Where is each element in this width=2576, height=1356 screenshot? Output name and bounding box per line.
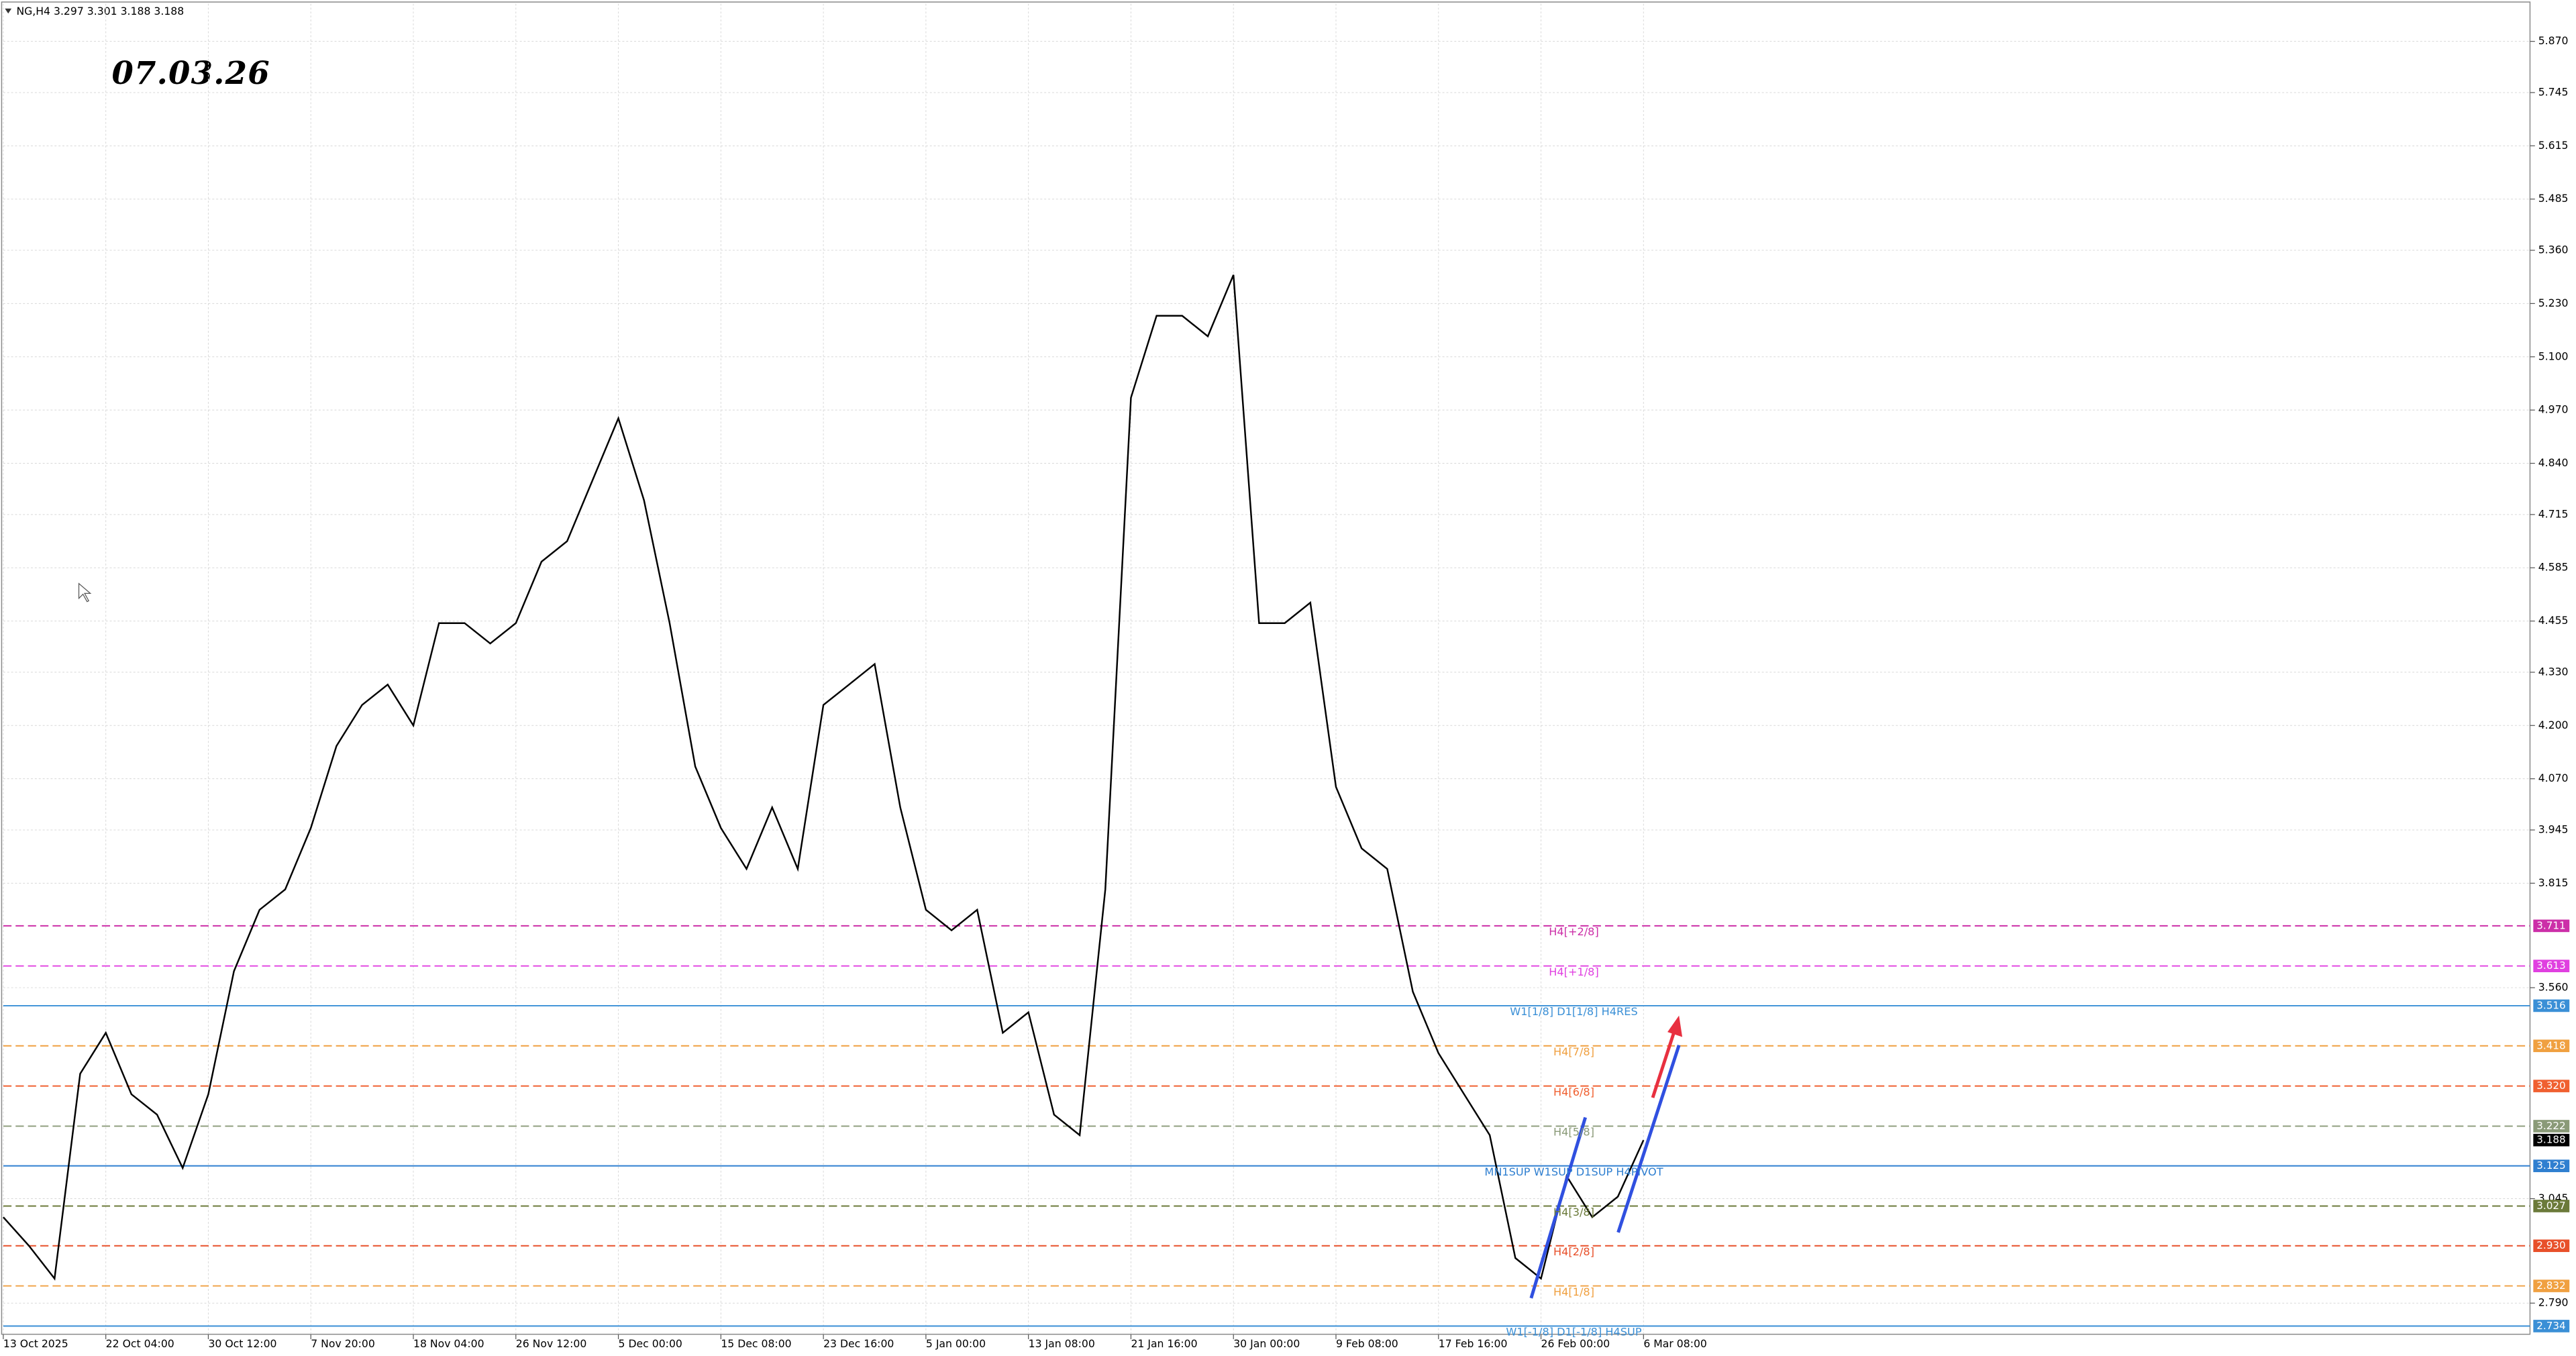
price-tag [2533, 999, 2570, 1012]
level-label: H4[2/8] [1553, 1245, 1594, 1258]
x-tick-label: 7 Nov 20:00 [311, 1337, 375, 1350]
trend-drawings [1529, 1015, 1683, 1299]
trend-arrow [1651, 1031, 1676, 1098]
last-price-label: 3.188 [2536, 1134, 2565, 1146]
level-label: H4[3/8] [1553, 1206, 1594, 1218]
x-tick-label: 23 Dec 16:00 [823, 1337, 894, 1350]
price-tag [2533, 1200, 2570, 1212]
price-tag-label: 3.125 [2536, 1159, 2565, 1171]
chart-title: NG,H4 3.297 3.301 3.188 3.188 [16, 5, 184, 17]
y-tick-label: 4.840 [2538, 456, 2569, 469]
x-tick-label: 26 Nov 12:00 [516, 1337, 587, 1350]
x-tick-label: 6 Mar 08:00 [1643, 1337, 1707, 1350]
y-tick-label: 5.485 [2538, 192, 2569, 205]
y-tick-label: 4.970 [2538, 403, 2569, 416]
price-tag-label: 2.832 [2536, 1280, 2565, 1292]
y-tick-label: 2.790 [2538, 1296, 2569, 1309]
price-tag-label: 3.711 [2536, 919, 2565, 931]
price-tag-label: 3.613 [2536, 959, 2565, 972]
annotation: 07.03.26 [111, 54, 270, 91]
price-tag [2533, 1159, 2570, 1172]
price-tag-label: 3.418 [2536, 1039, 2565, 1051]
price-tag [2533, 1080, 2570, 1092]
price-tag [2533, 919, 2570, 933]
mouse-cursor [78, 582, 92, 603]
price-tag-label: 2.734 [2536, 1320, 2565, 1332]
price-line [2, 274, 1645, 1281]
x-tick-label: 13 Oct 2025 [3, 1337, 68, 1350]
y-tick-label: 5.745 [2538, 85, 2569, 98]
price-tag [2533, 959, 2570, 973]
trend-line [1616, 1044, 1681, 1233]
y-tick-label: 5.360 [2538, 244, 2569, 256]
x-tick-label: 15 Dec 08:00 [721, 1337, 791, 1350]
level-label: H4[+2/8] [1549, 925, 1599, 938]
level-label: H4[1/8] [1553, 1286, 1594, 1298]
x-tick-label: 30 Oct 12:00 [208, 1337, 276, 1350]
y-tick-label: 4.330 [2538, 665, 2569, 678]
y-tick-label: 4.200 [2538, 719, 2569, 731]
menu-arrow[interactable] [5, 8, 12, 14]
price-tag [2533, 1039, 2570, 1053]
level-label: MN1SUP W1SUP D1SUP H4PIVOT [1484, 1165, 1663, 1178]
level-label: W1[-1/8] D1[-1/8] H4SUP [1506, 1326, 1641, 1339]
last-price-tag [2533, 1133, 2570, 1147]
price-tag [2533, 1239, 2570, 1253]
level-label: H4[5/8] [1553, 1126, 1594, 1139]
arrow-head [1667, 1015, 1683, 1037]
price-tag [2533, 1320, 2570, 1333]
y-tick-label: 5.100 [2538, 350, 2569, 362]
y-tick-label: 5.870 [2538, 34, 2569, 47]
y-tick-label: 3.560 [2538, 981, 2569, 994]
trend-line [1529, 1116, 1587, 1299]
x-tick-label: 5 Dec 00:00 [619, 1337, 682, 1350]
price-tag [2533, 1120, 2570, 1133]
y-tick-label: 3.815 [2538, 876, 2569, 889]
x-tick-label: 22 Oct 04:00 [106, 1337, 174, 1350]
y-tick-label: 4.585 [2538, 561, 2569, 574]
x-tick-label: 5 Jan 00:00 [926, 1337, 986, 1350]
x-tick-label: 17 Feb 16:00 [1439, 1337, 1508, 1350]
price-tag [2533, 1280, 2570, 1292]
y-tick-label: 4.455 [2538, 614, 2569, 627]
price-tag-label: 3.516 [2536, 999, 2565, 1011]
x-tick-label: 13 Jan 08:00 [1029, 1337, 1095, 1350]
level-label: H4[7/8] [1553, 1045, 1594, 1058]
level-label: W1[1/8] D1[1/8] H4RES [1510, 1005, 1637, 1018]
y-tick-label: 4.070 [2538, 772, 2569, 784]
x-tick-label: 9 Feb 08:00 [1336, 1337, 1398, 1350]
level-label: H4[+1/8] [1549, 966, 1599, 978]
y-tick-label: 4.715 [2538, 507, 2569, 520]
price-tag-label: 2.930 [2536, 1239, 2565, 1251]
y-tick-label: 5.230 [2538, 297, 2569, 309]
price-tag-label: 3.222 [2536, 1120, 2565, 1132]
price-tag-label: 3.027 [2536, 1200, 2565, 1212]
level-label: H4[6/8] [1553, 1086, 1594, 1098]
plot-frame [1, 1, 2531, 1335]
price-tag-label: 3.320 [2536, 1080, 2565, 1092]
x-tick-label: 30 Jan 00:00 [1233, 1337, 1300, 1350]
x-tick-label: 26 Feb 00:00 [1541, 1337, 1610, 1350]
x-tick-label: 18 Nov 04:00 [413, 1337, 484, 1350]
y-tick-label: 3.945 [2538, 823, 2569, 835]
x-tick-label: 21 Jan 16:00 [1131, 1337, 1197, 1350]
y-tick-label: 5.615 [2538, 139, 2569, 152]
